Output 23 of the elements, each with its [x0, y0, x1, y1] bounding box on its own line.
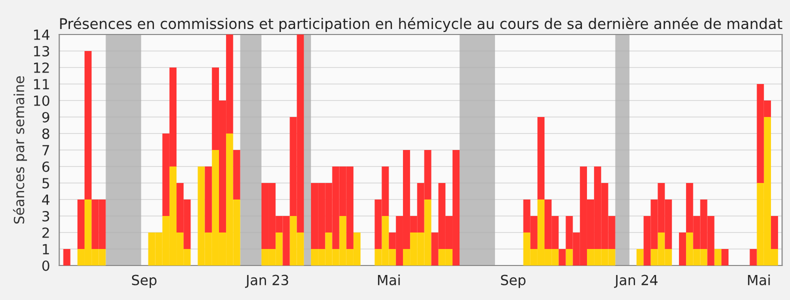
y-tick-label: 8 [42, 128, 50, 139]
y-tick-label: 9 [42, 112, 50, 122]
y-axis-title: Séances par semaine [12, 76, 27, 224]
y-tick-label: 7 [42, 145, 50, 156]
y-tick-label: 0 [42, 260, 50, 271]
y-tick-label: 14 [34, 30, 50, 40]
chart-title: Présences en commissions et participation en hémicycle au cours de sa dernière année de mandat [60, 17, 782, 32]
y-tick-label: 12 [34, 62, 49, 73]
x-tick-label: Mai [748, 274, 770, 286]
y-tick-label: 5 [42, 178, 50, 188]
x-tick-label: Jan 23 [245, 274, 288, 288]
x-tick-label: Sep [132, 274, 156, 288]
y-tick-label: 6 [42, 161, 50, 172]
y-tick-label: 4 [42, 194, 50, 205]
y-tick-label: 11 [34, 79, 49, 90]
x-tick-label: Sep [501, 274, 526, 288]
x-tick-label: Jan 24 [614, 274, 658, 288]
y-tick-label: 1 [42, 244, 49, 254]
y-tick-label: 2 [42, 227, 49, 238]
y-tick-label: 3 [42, 210, 50, 222]
y-tick-label: 10 [34, 95, 50, 106]
y-tick-label: 13 [34, 46, 50, 56]
x-tick-label: Mai [378, 274, 400, 286]
